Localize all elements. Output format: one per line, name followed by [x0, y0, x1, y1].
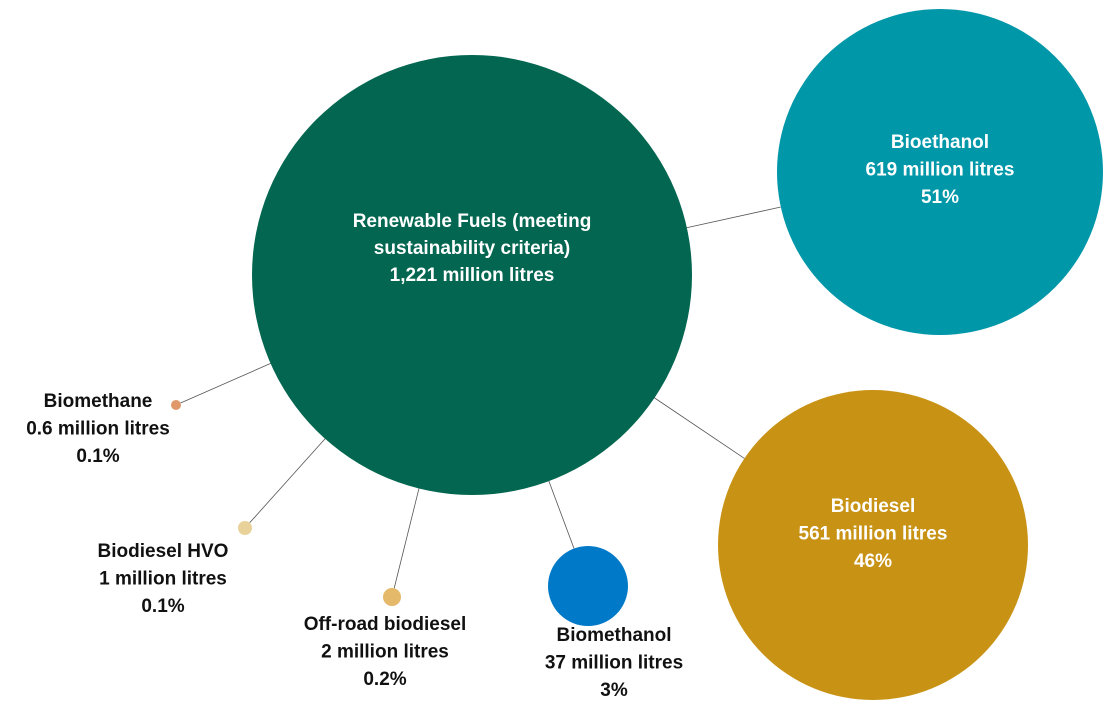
connector	[180, 362, 273, 404]
bubble	[718, 390, 1028, 700]
node-amount: 1 million litres	[99, 569, 227, 590]
node-share: 0.2%	[363, 669, 406, 690]
node-label: Biomethane	[44, 391, 153, 412]
node-label: Bioethanol	[891, 132, 989, 153]
bubble	[383, 588, 401, 606]
center-label: Renewable Fuels (meeting	[353, 211, 592, 232]
labels: Renewable Fuels (meeting sustainability c…	[26, 132, 1015, 701]
node-amount: 619 million litres	[866, 160, 1015, 181]
center-label: sustainability criteria)	[374, 238, 570, 259]
connector	[652, 396, 745, 459]
bubble	[548, 546, 628, 626]
node-label: Biodiesel HVO	[98, 541, 229, 562]
node-amount: 561 million litres	[799, 524, 948, 545]
connector	[547, 479, 575, 549]
node-amount: 37 million litres	[545, 653, 683, 674]
node-share: 0.1%	[141, 596, 184, 617]
center-bubble	[252, 55, 692, 495]
connectors	[180, 206, 781, 589]
node-share: 0.1%	[76, 446, 119, 467]
node-share: 46%	[854, 551, 892, 572]
bubble	[171, 400, 181, 410]
node-share: 3%	[600, 680, 628, 700]
node-share: 51%	[921, 187, 959, 208]
connector	[684, 206, 781, 229]
center-label: 1,221 million litres	[390, 265, 555, 286]
node-label: Biomethanol	[556, 625, 671, 646]
connector	[393, 486, 420, 589]
bubbles	[171, 9, 1103, 700]
connector	[249, 436, 327, 524]
node-label: Biodiesel	[831, 496, 915, 517]
node-amount: 2 million litres	[321, 642, 449, 663]
node-amount: 0.6 million litres	[26, 419, 170, 440]
bubble	[238, 521, 252, 535]
bubble	[777, 9, 1103, 335]
node-label: Off-road biodiesel	[304, 614, 467, 635]
